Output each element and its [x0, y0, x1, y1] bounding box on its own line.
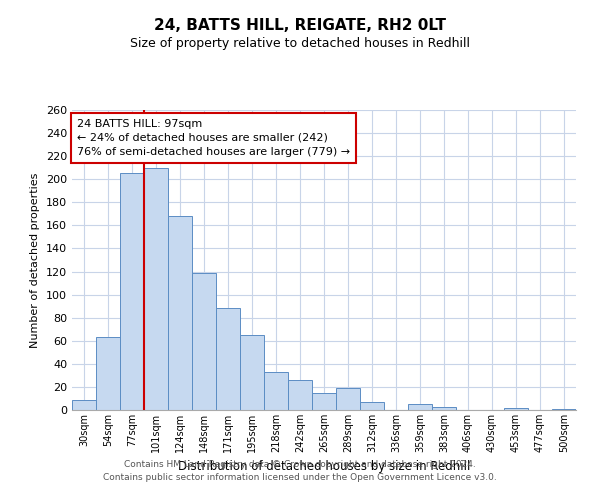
Bar — [120, 174, 144, 410]
Bar — [336, 388, 360, 410]
Bar — [552, 409, 576, 410]
Bar — [312, 392, 336, 410]
Bar — [216, 308, 240, 410]
Bar — [144, 168, 168, 410]
Bar — [288, 380, 312, 410]
Text: 24 BATTS HILL: 97sqm
← 24% of detached houses are smaller (242)
76% of semi-deta: 24 BATTS HILL: 97sqm ← 24% of detached h… — [77, 119, 350, 157]
X-axis label: Distribution of detached houses by size in Redhill: Distribution of detached houses by size … — [178, 460, 470, 473]
Bar — [192, 272, 216, 410]
Bar — [264, 372, 288, 410]
Text: 24, BATTS HILL, REIGATE, RH2 0LT: 24, BATTS HILL, REIGATE, RH2 0LT — [154, 18, 446, 32]
Bar — [360, 402, 384, 410]
Text: Contains HM Land Registry data © Crown copyright and database right 2024.
Contai: Contains HM Land Registry data © Crown c… — [103, 460, 497, 482]
Bar — [240, 335, 264, 410]
Bar — [408, 404, 432, 410]
Y-axis label: Number of detached properties: Number of detached properties — [31, 172, 40, 348]
Bar — [96, 338, 120, 410]
Bar — [504, 408, 528, 410]
Bar — [72, 400, 96, 410]
Bar — [168, 216, 192, 410]
Bar — [432, 406, 456, 410]
Text: Size of property relative to detached houses in Redhill: Size of property relative to detached ho… — [130, 38, 470, 51]
